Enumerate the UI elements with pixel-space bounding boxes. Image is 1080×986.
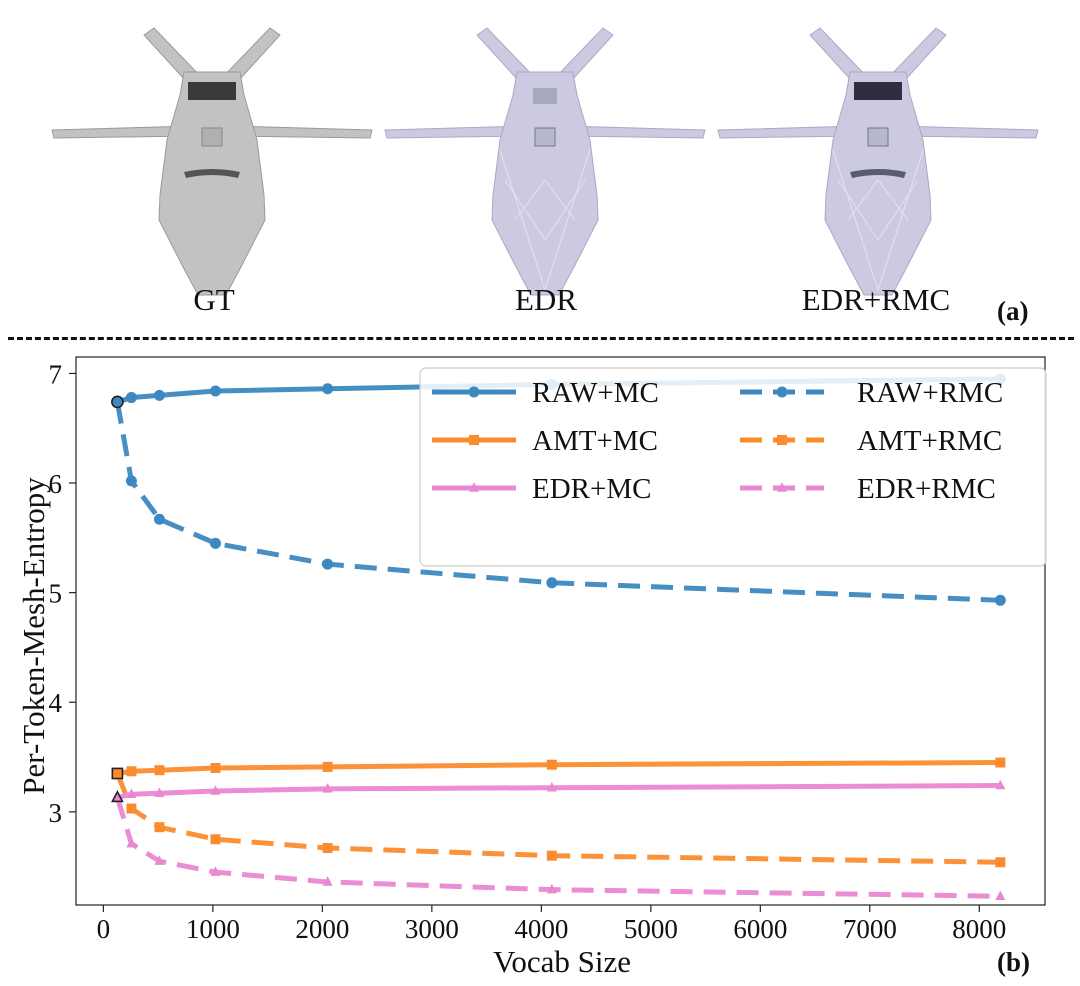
data-point-edr-mc [322, 783, 333, 793]
y-axis-label: Per-Token-Mesh-Entropy [16, 477, 51, 795]
x-tick-label: 8000 [952, 914, 1006, 944]
legend: RAW+MC AMT+MC EDR+MC RAW+RMC AMT+RMC EDR+RMC [419, 367, 1047, 567]
data-point-amt-rmc [322, 843, 333, 854]
data-point-edr-mc [546, 781, 557, 792]
legend-entry-raw-mc-marker [468, 386, 480, 398]
data-point-raw-rmc [153, 513, 165, 525]
panel-a-renders: GT EDR EDR+RMC (a) [0, 0, 1080, 330]
data-point-amt-mc [322, 761, 333, 772]
x-tick-label: 0 [97, 914, 111, 944]
legend-entry-amt-mc-marker [469, 435, 479, 445]
y-tick-label: 5 [49, 579, 63, 609]
x-tick-label: 4000 [514, 914, 568, 944]
caption-gt: GT [193, 282, 235, 317]
data-point-amt-rmc [995, 857, 1006, 868]
legend-entry-amt-rmc: AMT+RMC [857, 425, 1002, 457]
panel-b-label: (b) [997, 947, 1030, 977]
data-point-amt-rmc [154, 822, 165, 833]
legend-entry-edr-mc-marker [469, 482, 479, 492]
data-point-amt-mc [126, 766, 137, 777]
data-point-raw-mc [153, 389, 165, 401]
data-point-raw-rmc [322, 558, 334, 570]
legend-entry-edr-rmc: EDR+RMC [857, 473, 996, 505]
entropy-line-chart: 0 1000 2000 3000 4000 5000 6000 7000 8000 3 4 5 6 7 RA… [16, 356, 1047, 979]
data-point-edr-rmc [210, 866, 221, 876]
legend-entry-raw-rmc: RAW+RMC [857, 377, 1003, 409]
caption-edr-rmc: EDR+RMC [801, 282, 951, 317]
series-line-amt-mc [117, 760, 1001, 776]
panel-a-label: (a) [997, 296, 1029, 326]
x-tick-label: 3000 [405, 914, 459, 944]
data-point-raw-mc [209, 385, 221, 397]
data-point-raw-rmc [994, 594, 1006, 606]
panel-divider [8, 337, 1074, 340]
data-point-amt-rmc [210, 834, 221, 845]
legend-entry-edr-mc: EDR+MC [532, 473, 651, 505]
caption-edr: EDR [515, 282, 577, 317]
data-point-edr-rmc [111, 790, 124, 803]
series-line-edr-rmc [114, 796, 1001, 899]
data-point-amt-mc [995, 757, 1006, 768]
aircraft-renders [51, 27, 1039, 296]
legend-entry-raw-mc: RAW+MC [532, 377, 659, 409]
data-point-amt-mc [546, 759, 557, 770]
render-gt [51, 27, 373, 296]
data-point-edr-mc [210, 785, 221, 795]
data-point-amt-rmc [111, 767, 124, 780]
y-tick-label: 6 [49, 469, 63, 499]
data-point-edr-rmc [126, 837, 137, 848]
data-point-raw-rmc [111, 395, 124, 409]
data-point-amt-mc [210, 763, 221, 773]
data-point-edr-mc [126, 788, 137, 799]
data-point-raw-rmc [209, 537, 221, 549]
plot-frame [75, 356, 1046, 906]
legend-entry-amt-mc: AMT+MC [532, 425, 658, 457]
legend-box [419, 367, 1047, 567]
x-tick-label: 7000 [843, 914, 897, 944]
legend-entry-edr-rmc-marker [777, 482, 787, 492]
data-point-raw-rmc [546, 577, 558, 589]
data-point-edr-rmc [546, 883, 557, 894]
data-point-edr-mc [154, 787, 165, 797]
x-tick-label: 6000 [733, 914, 787, 944]
x-tick-label: 2000 [295, 914, 349, 944]
data-point-amt-rmc [126, 803, 137, 814]
data-point-edr-rmc [995, 890, 1006, 900]
render-edr-rmc [717, 27, 1039, 296]
data-point-raw-mc [322, 383, 334, 395]
data-point-edr-mc [995, 779, 1006, 790]
y-tick-label: 7 [49, 359, 63, 389]
x-axis-label: Vocab Size [493, 944, 631, 979]
data-point-raw-mc [125, 392, 137, 404]
legend-entry-amt-rmc-marker [777, 435, 787, 445]
x-tick-label: 1000 [186, 914, 240, 944]
data-point-edr-rmc [154, 855, 165, 865]
data-point-amt-mc [154, 765, 165, 776]
render-edr [384, 27, 706, 296]
x-tick-label: 5000 [624, 914, 678, 944]
data-point-raw-rmc [125, 475, 137, 487]
y-tick-label: 3 [49, 798, 63, 828]
data-point-amt-rmc [546, 850, 557, 861]
y-tick-label: 4 [49, 688, 63, 718]
data-point-edr-rmc [322, 876, 333, 886]
series-line-edr-mc [116, 783, 1001, 801]
legend-entry-raw-rmc-marker [776, 386, 788, 398]
